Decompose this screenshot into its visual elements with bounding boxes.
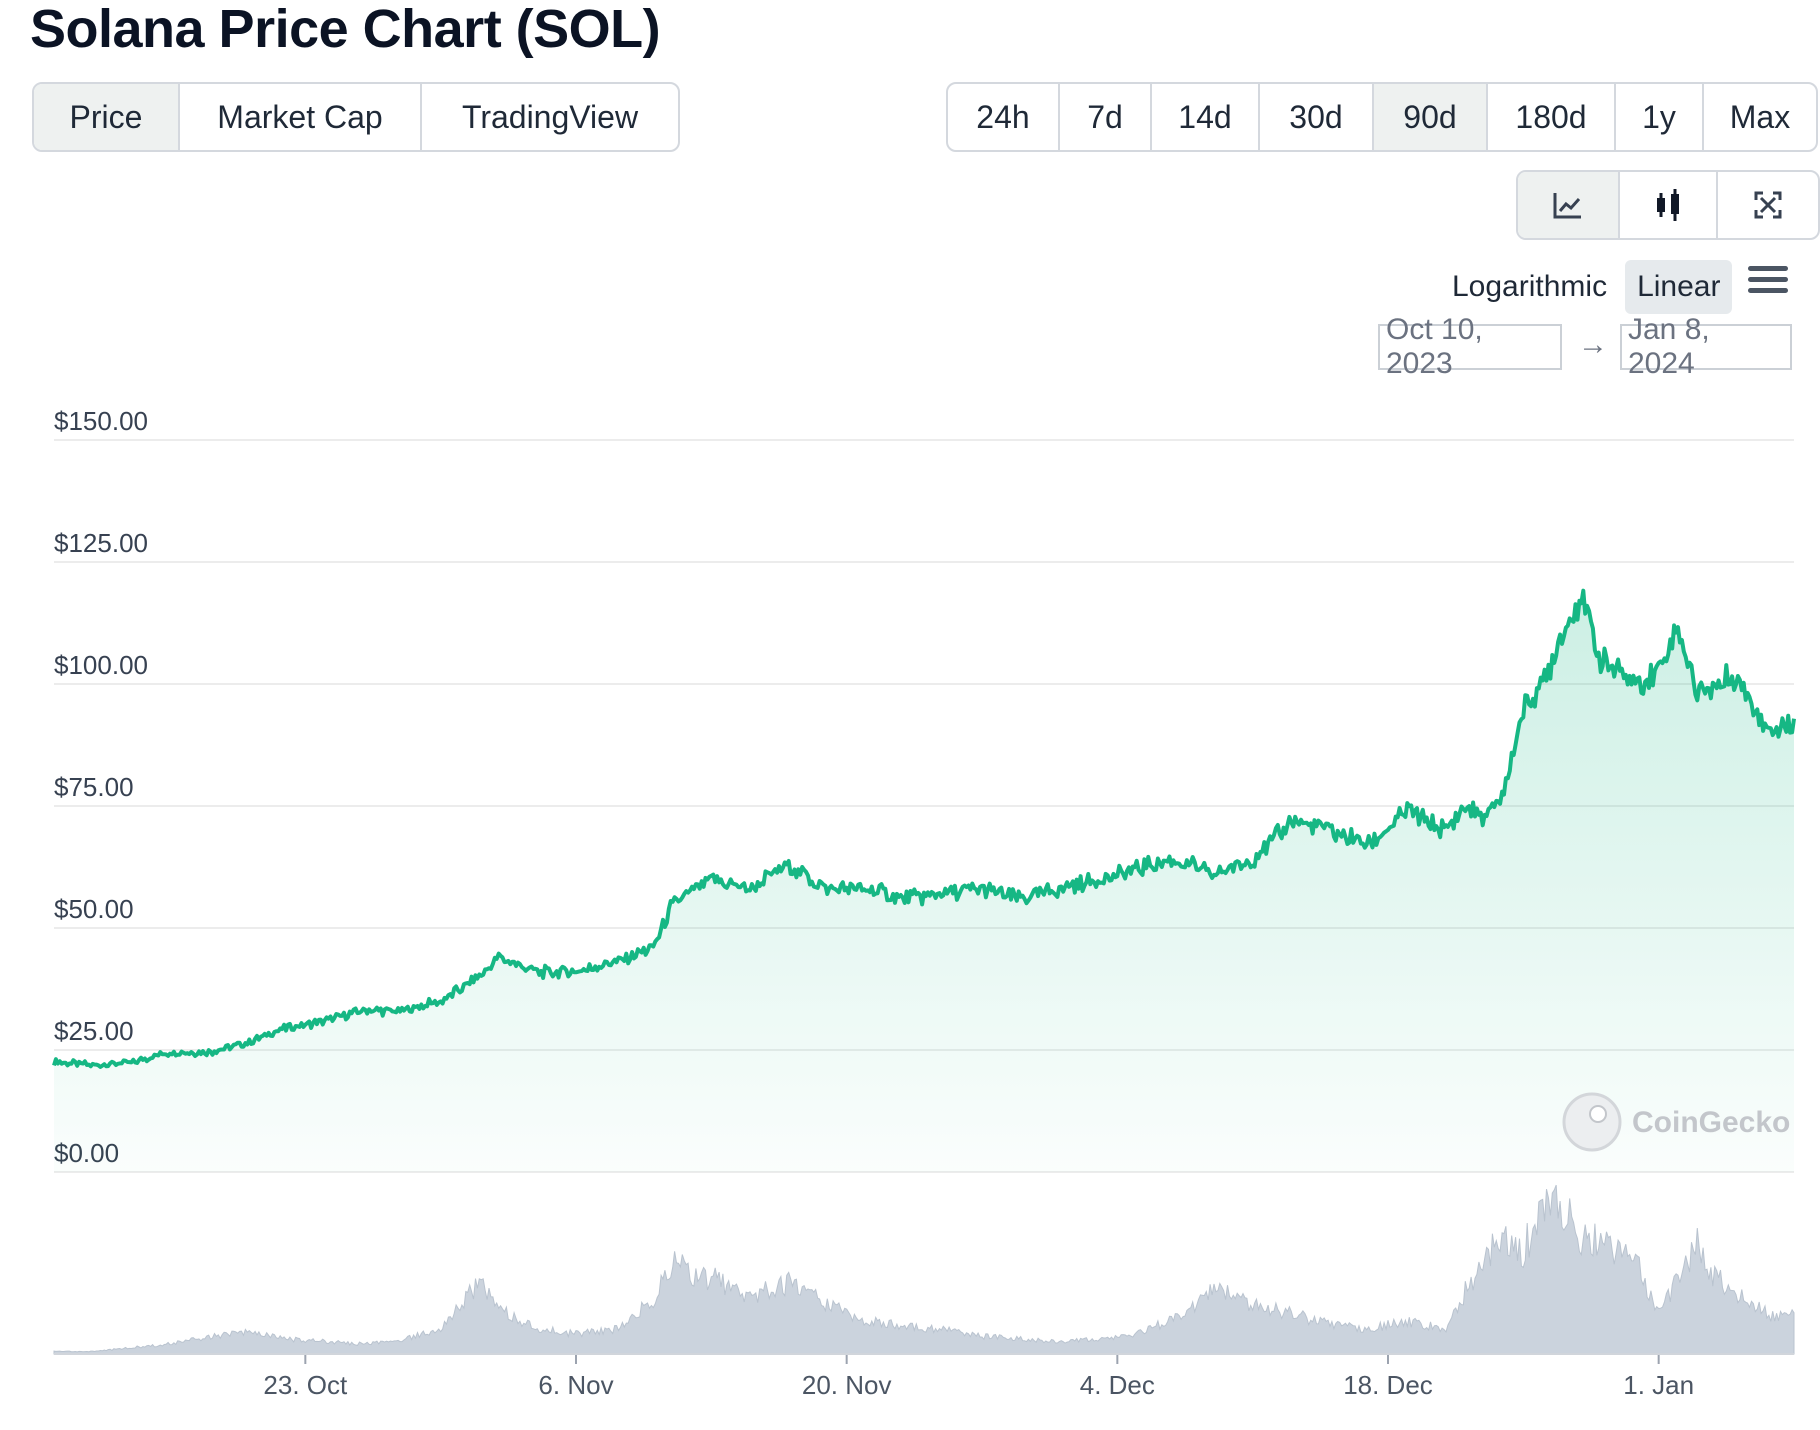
arrow-right-icon: → [1578, 328, 1608, 361]
range-14d-button[interactable]: 14d [1152, 84, 1260, 150]
price-line [52, 588, 1796, 1069]
line-chart-icon [1553, 193, 1581, 219]
y-tick-label: $125.00 [54, 528, 148, 558]
price-area-fill [54, 590, 1794, 1172]
range-1y-button[interactable]: 1y [1616, 84, 1704, 150]
menu-icon[interactable] [1748, 266, 1788, 298]
linear-scale-option[interactable]: Linear [1625, 260, 1733, 314]
chart-type-tabs: Price Market Cap TradingView [32, 82, 680, 152]
range-180d-button[interactable]: 180d [1488, 84, 1616, 150]
candlestick-view-button[interactable] [1620, 172, 1718, 238]
scale-toggle: Logarithmic Linear [1440, 260, 1733, 314]
y-tick-label: $25.00 [54, 1016, 134, 1046]
logarithmic-scale-option[interactable]: Logarithmic [1452, 270, 1608, 303]
x-tick-label: 1. Jan [1623, 1370, 1694, 1400]
range-7d-button[interactable]: 7d [1060, 84, 1152, 150]
tab-tradingview[interactable]: TradingView [461, 98, 639, 135]
y-tick-label: $75.00 [54, 772, 134, 802]
range-max-button[interactable]: Max [1729, 98, 1791, 135]
candlestick-icon [1657, 189, 1679, 221]
x-tick-label: 18. Dec [1343, 1370, 1433, 1400]
tab-price[interactable]: Price [34, 84, 180, 150]
view-mode-selector [1516, 170, 1820, 240]
x-tick-label: 4. Dec [1080, 1370, 1155, 1400]
page-title: Solana Price Chart (SOL) [30, 0, 661, 59]
coingecko-watermark: CoinGecko [1632, 1106, 1790, 1139]
volume-area [53, 1184, 1795, 1355]
fullscreen-icon [1754, 191, 1782, 219]
range-90d-button[interactable]: 90d [1374, 84, 1488, 150]
x-tick-label: 23. Oct [263, 1370, 348, 1400]
range-30d-button[interactable]: 30d [1260, 84, 1374, 150]
x-tick-label: 20. Nov [802, 1370, 892, 1400]
tab-market-cap[interactable]: Market Cap [180, 84, 422, 150]
y-tick-label: $100.00 [54, 650, 148, 680]
coingecko-logo: CoinGecko [1562, 1092, 1790, 1152]
x-tick-label: 6. Nov [538, 1370, 613, 1400]
time-range-selector: 24h 7d 14d 30d 90d 180d 1y Max [946, 82, 1818, 152]
fullscreen-button[interactable] [1718, 172, 1818, 238]
line-view-button[interactable] [1518, 172, 1620, 238]
range-24h-button[interactable]: 24h [948, 84, 1060, 150]
y-tick-label: $50.00 [54, 894, 134, 924]
y-tick-label: $150.00 [54, 406, 148, 436]
